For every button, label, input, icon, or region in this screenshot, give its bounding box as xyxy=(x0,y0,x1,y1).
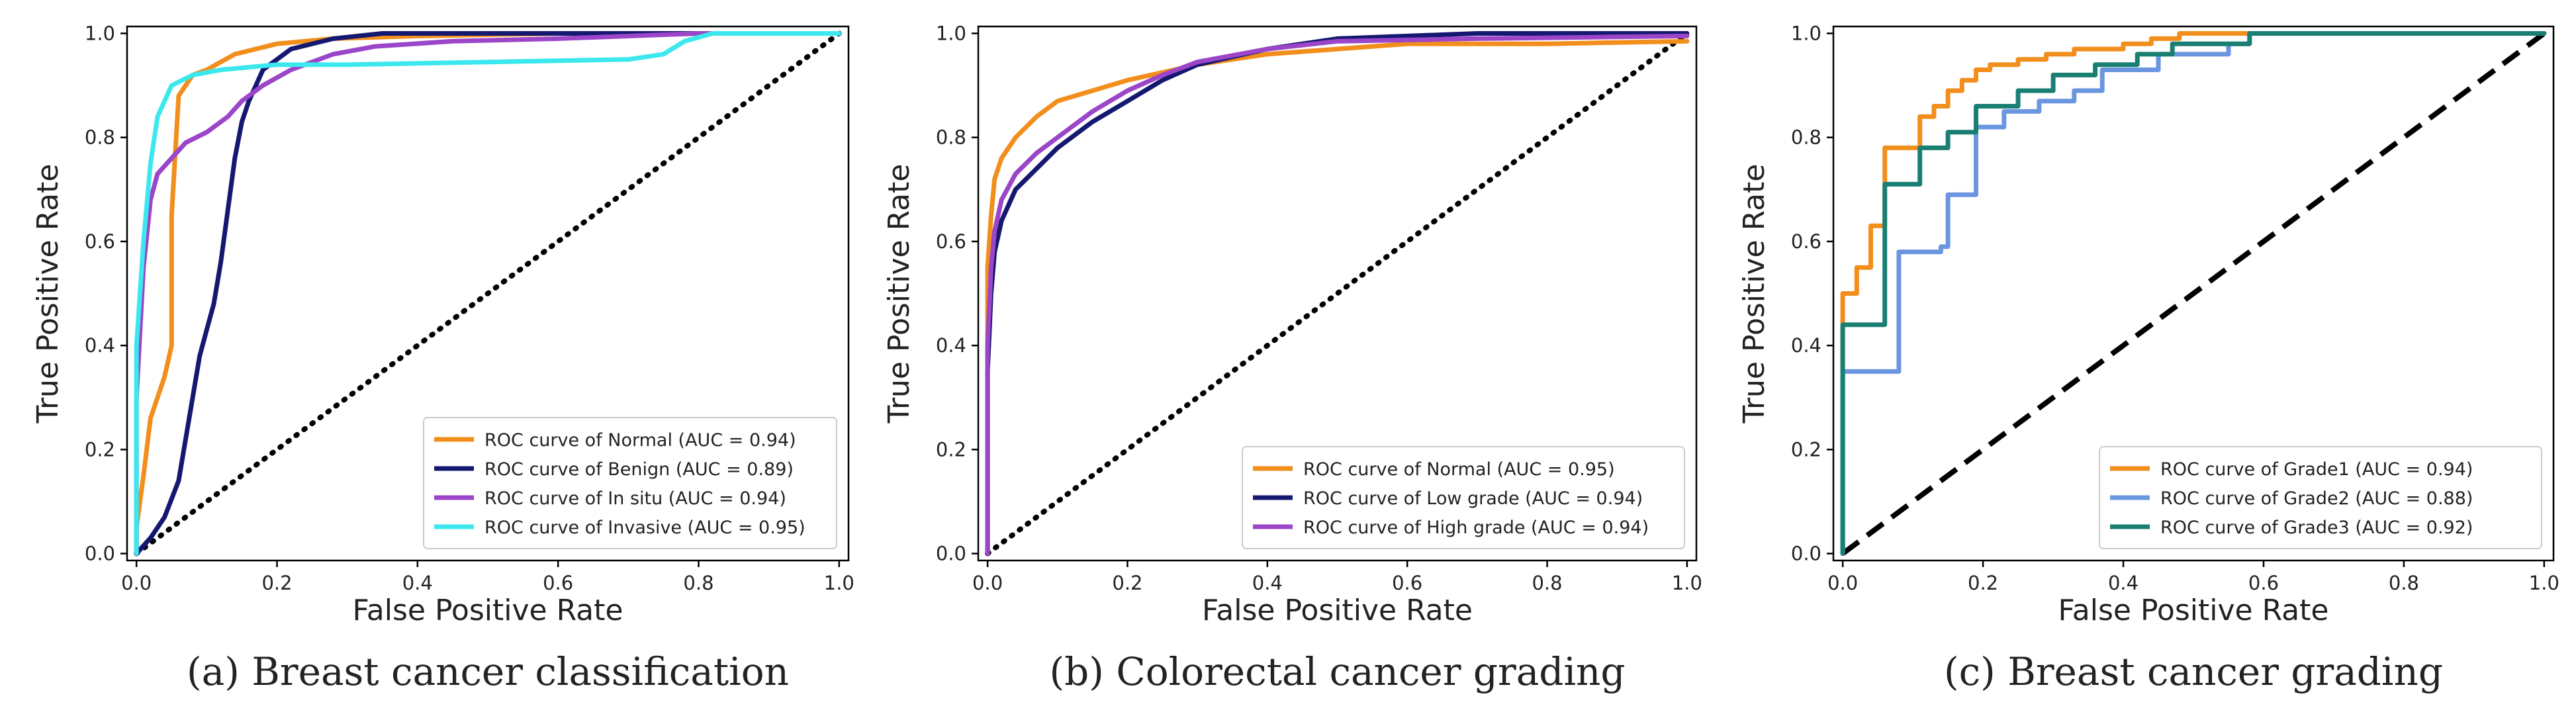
x-axis-label: False Positive Rate xyxy=(353,594,623,627)
figure-caption: (b) Colorectal cancer grading xyxy=(1050,649,1626,694)
y-tick-label: 0.0 xyxy=(936,543,966,565)
legend-box xyxy=(2099,446,2542,549)
y-tick-label: 0.2 xyxy=(936,438,966,461)
axes-frame xyxy=(126,25,850,562)
x-axis-label: False Positive Rate xyxy=(1202,594,1473,627)
legend-box xyxy=(1242,446,1685,549)
roc-curve-series-1 xyxy=(985,38,1690,556)
y-tick-label: 0.2 xyxy=(1791,438,1821,461)
x-tick-label: 0.0 xyxy=(1827,572,1858,594)
x-tick-label: 1.0 xyxy=(2529,572,2559,594)
legend-entry-label: ROC curve of Grade3 (AUC = 0.92) xyxy=(2160,517,2473,538)
x-tick-label: 0.6 xyxy=(543,572,573,594)
y-tick-label: 0.4 xyxy=(85,334,115,357)
x-tick-label: 0.0 xyxy=(972,572,1003,594)
legend-box xyxy=(423,417,837,549)
x-tick-label: 1.0 xyxy=(824,572,854,594)
y-tick-label: 1.0 xyxy=(85,22,115,44)
roc-curve-series-3 xyxy=(985,33,1690,556)
x-tick-label: 0.4 xyxy=(402,572,433,594)
y-tick-label: 0.0 xyxy=(85,543,115,565)
roc-panel-3: 0.0 0.2 0.4 0.6 0.8 1.0 0.0 0.2 0.4 0.6 0.8 1.0 Fals… xyxy=(1737,22,2559,694)
y-tick-label: 1.0 xyxy=(936,22,966,44)
x-axis-label: False Positive Rate xyxy=(2058,594,2329,627)
roc-curve-series-2 xyxy=(1840,31,2547,556)
y-tick-label: 0.8 xyxy=(1791,126,1821,149)
y-tick-label: 0.4 xyxy=(1791,334,1821,357)
y-tick-label: 0.6 xyxy=(1791,230,1821,253)
y-tick-label: 0.8 xyxy=(936,126,966,149)
legend-entry-label: ROC curve of Grade2 (AUC = 0.88) xyxy=(2160,488,2473,509)
y-tick-label: 0.0 xyxy=(1791,543,1821,565)
x-tick-label: 0.2 xyxy=(1968,572,1998,594)
x-tick-label: 0.6 xyxy=(2248,572,2279,594)
y-tick-label: 1.0 xyxy=(1791,22,1821,44)
x-tick-label: 0.4 xyxy=(1252,572,1283,594)
legend-entry-label: ROC curve of Normal (AUC = 0.95) xyxy=(1303,459,1615,480)
x-tick-label: 0.6 xyxy=(1392,572,1422,594)
y-tick-label: 0.8 xyxy=(85,126,115,149)
axes-frame xyxy=(977,25,1698,562)
roc-curve-series-3 xyxy=(134,31,842,556)
y-tick-label: 0.6 xyxy=(85,230,115,253)
roc-curve-series-1 xyxy=(1840,31,2547,556)
legend-entry-label: ROC curve of Low grade (AUC = 0.94) xyxy=(1303,488,1643,509)
x-tick-label: 0.8 xyxy=(1532,572,1562,594)
legend-entry-label: ROC curve of Grade1 (AUC = 0.94) xyxy=(2160,459,2473,480)
legend: ROC curve of Normal (AUC = 0.94) ROC curv… xyxy=(423,417,837,549)
legend-entry-label: ROC curve of In situ (AUC = 0.94) xyxy=(484,488,786,509)
x-tick-label: 0.8 xyxy=(2389,572,2419,594)
chance-diagonal-line xyxy=(134,30,842,557)
legend: ROC curve of Grade1 (AUC = 0.94) ROC curv… xyxy=(2099,446,2542,549)
y-tick-label: 0.2 xyxy=(85,438,115,461)
x-tick-label: 0.8 xyxy=(683,572,713,594)
legend: ROC curve of Normal (AUC = 0.95) ROC curv… xyxy=(1242,446,1685,549)
y-axis-label: True Positive Rate xyxy=(31,164,65,424)
axes-frame xyxy=(1832,25,2555,562)
y-axis-label: True Positive Rate xyxy=(882,164,916,424)
y-tick-label: 0.4 xyxy=(936,334,966,357)
roc-panel-1: 0.0 0.2 0.4 0.6 0.8 1.0 0.0 0.2 0.4 0.6 0.8 1.0 Fals… xyxy=(31,22,854,694)
y-axis-label: True Positive Rate xyxy=(1737,164,1771,424)
figure-caption: (c) Breast cancer grading xyxy=(1944,649,2443,694)
x-tick-label: 1.0 xyxy=(1672,572,1702,594)
roc-curve-series-3 xyxy=(1840,31,2547,556)
chance-diagonal-line xyxy=(985,30,1690,557)
x-tick-label: 0.2 xyxy=(261,572,292,594)
roc-panel-2: 0.0 0.2 0.4 0.6 0.8 1.0 0.0 0.2 0.4 0.6 0.8 1.0 Fals… xyxy=(882,22,1702,694)
legend-entry-label: ROC curve of High grade (AUC = 0.94) xyxy=(1303,517,1649,538)
legend-entry-label: ROC curve of Benign (AUC = 0.89) xyxy=(484,459,794,480)
legend-entry-label: ROC curve of Invasive (AUC = 0.95) xyxy=(484,517,805,538)
legend-entry-label: ROC curve of Normal (AUC = 0.94) xyxy=(484,430,796,451)
roc-curve-series-2 xyxy=(134,31,842,556)
roc-curve-series-4 xyxy=(134,31,842,556)
x-tick-label: 0.2 xyxy=(1112,572,1142,594)
x-tick-label: 0.0 xyxy=(121,572,152,594)
chance-diagonal-line xyxy=(1841,31,2546,556)
figure-caption: (a) Breast cancer classification xyxy=(187,649,789,694)
x-tick-label: 0.4 xyxy=(2108,572,2139,594)
y-tick-label: 0.6 xyxy=(936,230,966,253)
